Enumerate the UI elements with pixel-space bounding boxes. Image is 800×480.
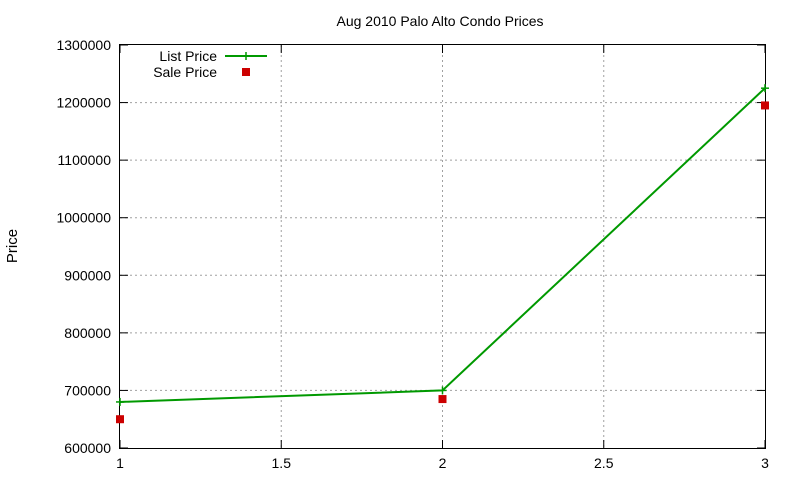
legend-square-sample bbox=[242, 68, 250, 76]
x-tick-label: 2.5 bbox=[594, 455, 614, 471]
list-price-point bbox=[242, 52, 250, 60]
chart-title: Aug 2010 Palo Alto Condo Prices bbox=[336, 13, 543, 29]
x-tick-label: 3 bbox=[761, 455, 769, 471]
legend-label: Sale Price bbox=[153, 64, 217, 80]
data-series bbox=[116, 84, 769, 424]
sale-price-point bbox=[761, 101, 769, 110]
sale-price-point bbox=[438, 395, 447, 404]
sale-price-point bbox=[116, 415, 124, 424]
legend-label: List Price bbox=[159, 48, 217, 64]
list-price-point bbox=[761, 84, 769, 93]
axis-ticks: 6000007000008000009000001000000110000012… bbox=[56, 37, 769, 471]
y-tick-label: 600000 bbox=[64, 440, 111, 456]
x-tick-label: 2 bbox=[439, 455, 447, 471]
list-price-point bbox=[116, 397, 124, 406]
grid-lines bbox=[120, 45, 765, 448]
y-tick-label: 1200000 bbox=[56, 95, 111, 111]
y-tick-label: 700000 bbox=[64, 382, 111, 398]
y-tick-label: 1100000 bbox=[58, 152, 112, 168]
y-tick-label: 1300000 bbox=[56, 37, 111, 53]
x-tick-label: 1.5 bbox=[272, 455, 292, 471]
list-price-point bbox=[438, 386, 447, 395]
plot-frame bbox=[119, 44, 766, 449]
y-tick-label: 1000000 bbox=[56, 210, 111, 226]
y-tick-label: 800000 bbox=[64, 325, 111, 341]
y-tick-label: 900000 bbox=[64, 267, 111, 283]
x-tick-label: 1 bbox=[116, 455, 124, 471]
y-axis-label: Price bbox=[4, 229, 21, 263]
